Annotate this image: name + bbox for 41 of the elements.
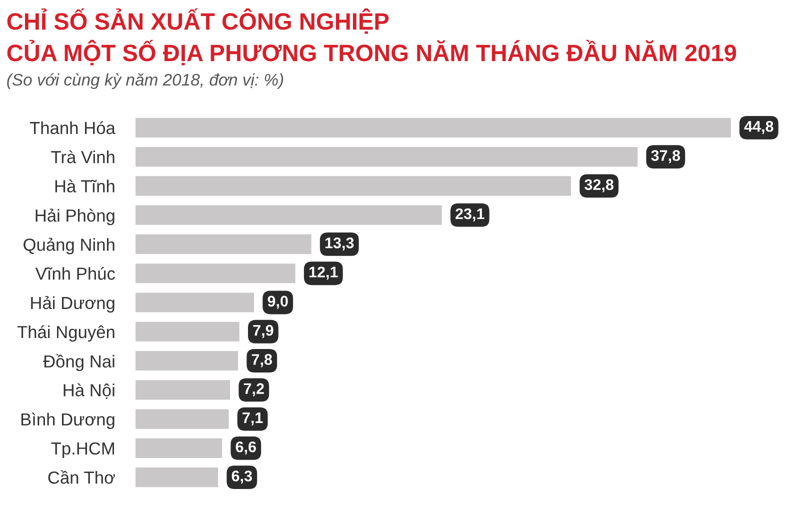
y-tick-label: Tp.HCM [51, 442, 114, 458]
data-label: 32,8 [584, 179, 614, 192]
bar [134, 408, 230, 430]
bar [134, 116, 732, 139]
data-label: 6,6 [236, 441, 256, 454]
bar [134, 466, 220, 488]
y-tick-label: Hải Phòng [36, 208, 114, 226]
data-label: 12,1 [309, 266, 338, 280]
data-label: 7,2 [244, 383, 264, 396]
y-tick-label: Cần Thơ [48, 470, 115, 484]
data-label: 7,8 [252, 354, 272, 368]
bar [134, 291, 256, 314]
y-tick-label: Vĩnh Phúc [35, 266, 115, 280]
chart-title: CHỈ SỐ SẢN XUẤT CÔNG NGHIỆP CỦA MỘT SỐ ĐỊA PHƯƠNG TRONG NĂM THÁNG ĐẦU NĂM 2019 [7, 8, 736, 66]
bar [134, 320, 241, 343]
data-label: 23,1 [456, 208, 484, 222]
y-tick-label: Đồng Nai [43, 354, 114, 372]
y-tick-label: Bình Dương [21, 412, 114, 430]
y-tick-label: Thái Nguyên [17, 325, 114, 342]
y-tick-label: Hải Dương [31, 296, 114, 313]
data-label: 9,0 [268, 296, 288, 309]
bar [134, 146, 639, 168]
bar [134, 262, 297, 285]
bar [134, 233, 313, 256]
data-label: 44,8 [744, 120, 774, 134]
data-label: 37,8 [651, 150, 680, 164]
y-tick-label: Hà Tĩnh [55, 179, 114, 192]
data-label: 7,1 [242, 412, 263, 426]
y-tick-label: Hà Nội [64, 383, 114, 399]
bar [134, 204, 444, 226]
chart-subtitle: (So với cùng kỳ năm 2018, đơn vị: %) [7, 73, 284, 89]
data-label: 6,3 [232, 470, 252, 484]
bar [134, 174, 572, 198]
bar [134, 350, 240, 372]
data-label: 7,9 [253, 324, 274, 338]
bar [134, 436, 224, 460]
y-tick-label: Thanh Hóa [30, 121, 116, 134]
y-tick-label: Quảng Ninh [24, 238, 114, 254]
bar [134, 378, 232, 402]
y-tick-label: Trà Vinh [51, 150, 114, 164]
data-label: 13,3 [325, 238, 354, 251]
